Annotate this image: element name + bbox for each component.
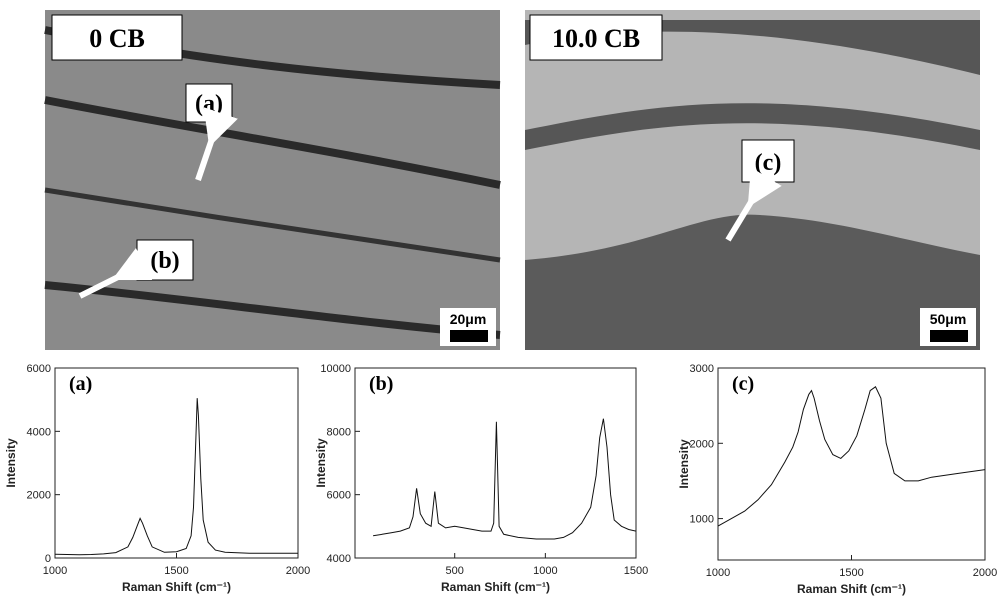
y-tick-label: 8000 <box>327 426 351 438</box>
x-tick-label: 1000 <box>533 565 557 577</box>
y-tick-label: 2000 <box>27 490 51 502</box>
x-tick-label: 1500 <box>624 565 648 577</box>
y-tick-label: 2000 <box>690 438 714 450</box>
y-tick-label: 4000 <box>27 426 51 438</box>
y-tick-label: 1000 <box>690 514 714 526</box>
marker-label: (a) <box>195 91 223 117</box>
x-axis-label: Raman Shift (cm⁻¹) <box>122 580 231 594</box>
y-tick-label: 6000 <box>327 490 351 502</box>
arrow <box>195 107 238 181</box>
y-axis-label: Intensity <box>4 438 18 488</box>
y-tick-label: 6000 <box>27 363 51 375</box>
panel-label: (b) <box>369 373 393 395</box>
scale-bar <box>930 330 968 342</box>
sample-label: 10.0 CB <box>552 24 640 53</box>
x-tick-label: 1500 <box>164 565 188 577</box>
x-tick-label: 1000 <box>706 567 730 579</box>
spectrum-line <box>373 418 637 540</box>
scale-bar-label: 50μm <box>930 311 967 327</box>
spectrum-line <box>54 398 298 556</box>
scale-bar-label: 20μm <box>450 311 487 327</box>
plot-frame <box>354 367 637 559</box>
y-axis-label: Intensity <box>677 439 691 489</box>
plot-frame <box>54 367 299 559</box>
y-tick-label: 0 <box>45 553 51 565</box>
panel-label: (c) <box>732 373 754 395</box>
panel-label: (a) <box>69 373 92 395</box>
scale-bar <box>450 330 488 342</box>
x-tick-label: 2000 <box>286 565 310 577</box>
arrow <box>725 167 782 242</box>
marker-label: (c) <box>755 150 782 176</box>
sample-label: 0 CB <box>89 24 145 53</box>
x-tick-label: 2000 <box>973 567 997 579</box>
x-tick-label: 1500 <box>839 567 863 579</box>
x-tick-label: 500 <box>446 565 464 577</box>
x-tick-label: 1000 <box>43 565 67 577</box>
y-tick-label: 10000 <box>320 363 351 375</box>
plot-frame <box>717 367 986 561</box>
x-axis-label: Raman Shift (cm⁻¹) <box>441 580 550 594</box>
micrograph-left: 0 CB (a) (b) 20μm <box>44 10 501 350</box>
spectrum-line <box>717 386 986 527</box>
marker-label: (b) <box>150 248 179 274</box>
y-tick-label: 4000 <box>327 553 351 565</box>
arrow <box>78 247 153 299</box>
y-tick-label: 3000 <box>690 363 714 375</box>
x-axis-label: Raman Shift (cm⁻¹) <box>797 582 906 596</box>
micrograph-right: 10.0 CB (c) 50μm <box>525 10 980 350</box>
y-axis-label: Intensity <box>314 438 328 488</box>
